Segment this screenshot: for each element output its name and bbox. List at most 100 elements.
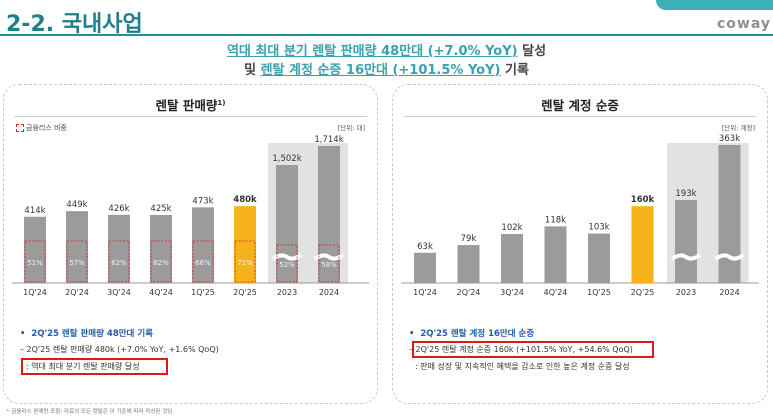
bar-value-label: 363k <box>719 134 740 144</box>
bar-2Q'25 <box>234 206 256 283</box>
rental-net-adds-bullet-text: 2Q'25 렌탈 계정 16만대 순증 <box>420 329 535 339</box>
finance-lease-share-label: 62% <box>153 259 169 267</box>
x-tick-label: 1Q'24 <box>413 288 437 297</box>
rental-sales-note-1: – 2Q'25 렌탈 판매량 480k (+7.0% YoY, +1.6% Qo… <box>20 345 219 354</box>
headline-highlight-2: 렌탈 계정 순증 16만대 (+101.5% YoY) <box>260 63 501 78</box>
bar-value-label: 102k <box>501 223 522 233</box>
headline-line-1: 역대 최대 분기 렌탈 판매량 48만대 (+7.0% YoY) 달성 <box>0 40 773 59</box>
headline-highlight-1: 역대 최대 분기 렌탈 판매량 48만대 (+7.0% YoY) <box>226 44 518 59</box>
rental-net-adds-note-1-text: 2Q'25 렌탈 계정 순증 160k (+101.5% YoY, +54.6%… <box>415 345 633 354</box>
bar-value-label: 79k <box>461 234 477 244</box>
top-section-tab <box>656 0 773 10</box>
bar-value-label: 414k <box>24 206 45 216</box>
footnote: ¹⁾ 금융리스 판매량 포함: 자료의 모든 렌탈은 이 기준에 따라 작성된 … <box>6 409 173 415</box>
bar-value-label: 103k <box>588 223 609 233</box>
rental-sales-title: 렌탈 판매량1) <box>4 95 377 114</box>
x-tick-label: 2Q'24 <box>457 288 481 297</box>
finance-lease-share-label: 62% <box>111 259 127 267</box>
bar-value-label: 1,714k <box>314 135 343 145</box>
x-tick-label: 3Q'24 <box>500 288 524 297</box>
bar-1Q'24 <box>24 216 46 283</box>
headline-line-2: 및 렌탈 계정 순증 16만대 (+101.5% YoY) 기록 <box>0 59 773 78</box>
axis-break-mark <box>714 253 745 261</box>
finance-lease-legend-swatch <box>16 124 24 132</box>
finance-lease-share-box <box>192 240 214 283</box>
finance-lease-legend-label: 금융리스 비중 <box>26 124 67 132</box>
x-tick-label: 3Q'24 <box>107 288 131 297</box>
finance-lease-legend: 금융리스 비중 <box>16 123 67 133</box>
panel-divider <box>14 116 367 117</box>
headline-rest-2: 기록 <box>500 63 529 78</box>
x-tick-label: 2Q'24 <box>65 288 89 297</box>
x-tick-label: 2024 <box>319 288 339 297</box>
bar-value-label: 193k <box>675 189 696 199</box>
bar-value-label: 118k <box>545 215 566 225</box>
finance-lease-share-label: 66% <box>195 259 211 267</box>
bar-value-label: 1,502k <box>272 154 301 164</box>
axis-break-mark <box>670 253 702 261</box>
headline-prefix-2: 및 <box>244 63 261 78</box>
rental-sales-panel: 렌탈 판매량1) 금융리스 비중 [단위: 대] 414k 1Q'24 51% 449… <box>3 84 378 404</box>
finance-lease-share-label: 71% <box>237 259 253 267</box>
x-tick-label: 2024 <box>719 288 739 297</box>
finance-lease-share-label: 52% <box>279 261 295 269</box>
rental-sales-chart: 414k 1Q'24 51% 449k 2Q'24 57% 426k 3Q'24 62% 425k… <box>12 135 369 297</box>
bar-2023 <box>675 200 697 283</box>
finance-lease-share-label: 58% <box>321 261 337 269</box>
rental-sales-note-highlight-box <box>21 358 168 375</box>
x-tick-label: 4Q'24 <box>149 288 173 297</box>
title-divider <box>0 34 773 36</box>
rental-net-adds-unit: [단위: 계정] <box>721 124 755 132</box>
rental-sales-bullet-text: 2Q'25 렌탈 판매량 48만대 기록 <box>31 329 153 339</box>
bar-4Q'24 <box>150 215 172 283</box>
panel-divider <box>403 116 757 117</box>
finance-lease-share-box <box>66 240 88 283</box>
bar-1Q'24 <box>414 252 436 283</box>
rental-net-adds-chart: 63k 1Q'24 79k 2Q'24 102k 3Q'24 118k 4Q'24 103k 1Q… <box>401 134 759 297</box>
bar-value-label: 449k <box>66 200 87 210</box>
x-tick-label: 1Q'25 <box>587 288 611 297</box>
bar-4Q'24 <box>544 226 567 283</box>
x-tick-label: 2Q'25 <box>631 288 655 297</box>
x-tick-label: 2023 <box>676 288 696 297</box>
rental-sales-bullet: • 2Q'25 렌탈 판매량 48만대 기록 <box>20 329 153 339</box>
bar-2Q'25 <box>631 206 654 283</box>
bar-3Q'24 <box>108 214 130 283</box>
x-tick-label: 2Q'25 <box>233 288 257 297</box>
rental-net-adds-bullet: • 2Q'25 렌탈 계정 16만대 순증 <box>409 329 535 339</box>
bar-value-label: 63k <box>417 242 433 252</box>
bar-value-label: 160k <box>631 195 655 205</box>
finance-lease-share-box <box>318 244 340 283</box>
rental-net-adds-note-1: – 2Q'25 렌탈 계정 순증 160k (+101.5% YoY, +54.… <box>409 345 633 354</box>
x-tick-label: 4Q'24 <box>544 288 568 297</box>
brand-logo: coway <box>717 16 771 32</box>
rental-net-adds-panel: 렌탈 계정 순증 [단위: 계정] 63k 1Q'24 79k 2Q'24 102k 3Q… <box>392 84 768 404</box>
bar-3Q'24 <box>501 234 523 283</box>
rental-sales-note-2: : 역대 최대 분기 렌탈 판매량 달성 <box>26 362 140 371</box>
bar-value-label: 473k <box>192 196 213 206</box>
axis-break-mark <box>271 253 303 261</box>
rental-net-adds-note-2: : 판매 성장 및 지속적인 혜택을 감소로 인한 높은 계정 순증 달성 <box>415 362 630 371</box>
bar-2024 <box>318 146 340 283</box>
bar-value-label: 426k <box>108 204 129 214</box>
x-tick-label: 1Q'25 <box>191 288 215 297</box>
bar-2Q'24 <box>66 211 88 283</box>
finance-lease-share-box <box>234 240 256 283</box>
bar-1Q'25 <box>192 207 214 283</box>
bar-1Q'25 <box>588 233 610 283</box>
axis-break-mark <box>313 253 345 261</box>
rental-net-adds-note-highlight-box <box>412 341 654 358</box>
finance-lease-share-box <box>24 240 46 283</box>
bar-2Q'24 <box>457 245 480 283</box>
rental-sales-title-footnote-mark: 1) <box>217 98 226 107</box>
x-tick-label: 1Q'24 <box>23 288 47 297</box>
bar-2024 <box>718 145 741 283</box>
rental-sales-title-text: 렌탈 판매량 <box>155 98 218 113</box>
finance-lease-share-box <box>150 240 172 283</box>
page-title: 2-2. 국내사업 <box>6 12 143 37</box>
finance-lease-share-box <box>108 240 130 283</box>
finance-lease-share-label: 57% <box>69 259 85 267</box>
bar-value-label: 480k <box>233 195 257 205</box>
finance-lease-share-label: 51% <box>27 259 43 267</box>
headline-rest-1: 달성 <box>517 44 547 59</box>
